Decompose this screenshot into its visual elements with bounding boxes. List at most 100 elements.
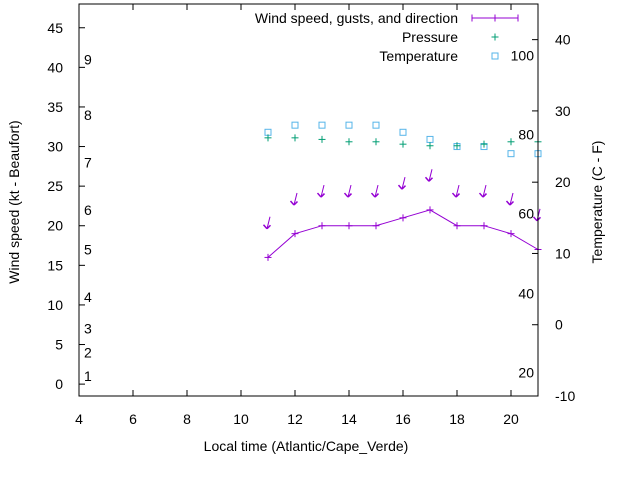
x-tick-label: 4 [75, 411, 83, 427]
x-tick-label: 12 [287, 411, 303, 427]
axes [78, 3, 539, 397]
beaufort-label: 7 [84, 154, 92, 170]
y-tick-label: 10 [47, 297, 63, 313]
gust-head [370, 192, 380, 198]
legend-samples [471, 14, 519, 60]
wind-gust-arrow [424, 169, 434, 182]
plot-marks [262, 121, 542, 261]
wind-speed-point [507, 230, 515, 238]
y2-tick-label: 30 [555, 103, 571, 119]
wind-gust-arrow [370, 184, 380, 198]
x-tick-label: 20 [503, 411, 519, 427]
gust-shaft [320, 184, 325, 198]
wind-speed-point [291, 230, 299, 238]
beaufort-label: 3 [84, 321, 92, 337]
fahrenheit-label: 60 [518, 206, 534, 222]
y-tick-label: 25 [47, 178, 63, 194]
x-tick-label: 14 [341, 411, 357, 427]
gust-shaft [455, 184, 460, 198]
legend-pressure-sample [491, 33, 499, 41]
wind-speed-point [399, 214, 407, 222]
wind-gust-arrow [505, 192, 515, 206]
gust-shaft [401, 177, 406, 190]
y2-axis-label: Temperature (C - F) [589, 141, 605, 264]
y2-tick-label: -10 [555, 388, 575, 404]
y-tick-label: 5 [55, 337, 63, 353]
wind-speed-point [345, 222, 353, 230]
gust-shaft [482, 184, 487, 198]
gust-head [262, 224, 272, 230]
y2-tick-label: 20 [555, 174, 571, 190]
beaufort-label: 8 [84, 107, 92, 123]
pressure-point [426, 142, 434, 150]
beaufort-label: 1 [84, 368, 92, 384]
pressure-point [480, 140, 488, 148]
beaufort-label: 6 [84, 202, 92, 218]
gust-head [424, 176, 434, 182]
gust-head [289, 200, 299, 206]
temperature-point [345, 121, 353, 129]
legend-wind-sample-point [491, 14, 499, 22]
x-tick-label: 18 [449, 411, 465, 427]
wind-gust-arrow [343, 184, 353, 198]
y-tick-label: 45 [47, 20, 63, 36]
gust-shaft [266, 216, 271, 229]
legend-temperature-sample [491, 52, 499, 60]
plot-frame [78, 3, 539, 397]
y2-tick-label: 40 [555, 32, 571, 48]
temperature-point [318, 121, 326, 129]
pressure-point [453, 142, 461, 150]
x-tick-label: 6 [129, 411, 137, 427]
legend-temperature-label: Temperature [379, 48, 458, 64]
gust-shaft [428, 169, 433, 182]
wind-gust-arrow [451, 184, 461, 198]
wind-gust-arrow [478, 184, 488, 198]
y-tick-label: 0 [55, 376, 63, 392]
wind-gust-arrow [289, 192, 299, 206]
wind-speed-point [372, 222, 380, 230]
fahrenheit-label: 40 [518, 285, 534, 301]
pressure-point [345, 138, 353, 146]
beaufort-label: 4 [84, 289, 92, 305]
y2-tick-label: 0 [555, 317, 563, 333]
gust-shaft [293, 192, 298, 206]
y-tick-label: 30 [47, 139, 63, 155]
wind-speed-point [480, 222, 488, 230]
x-tick-label: 10 [233, 411, 249, 427]
wind-gust-arrow [397, 177, 407, 190]
wind-speed-point [453, 222, 461, 230]
gust-head [505, 200, 515, 206]
pressure-point [264, 134, 272, 142]
gust-shaft [509, 192, 514, 206]
y-tick-label: 40 [47, 59, 63, 75]
temperature-point [507, 150, 515, 158]
wind-speed-point [318, 222, 326, 230]
x-tick-label: 16 [395, 411, 411, 427]
wind-speed-point [264, 253, 272, 261]
pressure-point [318, 135, 326, 143]
gust-head [397, 184, 407, 190]
tick-labels: 4 6 8 10 12 14 16 18 20051015202530354045-100102… [47, 20, 575, 427]
fahrenheit-label: 80 [518, 126, 534, 142]
legend: Wind speed, gusts, and direction Pressur… [255, 10, 519, 64]
y-tick-label: 20 [47, 218, 63, 234]
gust-shaft [374, 184, 379, 198]
wind-gust-arrow [262, 216, 272, 230]
x-tick-label: 8 [183, 411, 191, 427]
y-tick-label: 35 [47, 99, 63, 115]
gust-head [478, 192, 488, 198]
x-axis-label: Local time (Atlantic/Cape_Verde) [204, 438, 409, 454]
temperature-point [291, 121, 299, 129]
pressure-point [291, 134, 299, 142]
gust-head [451, 192, 461, 198]
temperature-point [399, 128, 407, 136]
y2-tick-label: 10 [555, 245, 571, 261]
wind-speed-point [426, 206, 434, 214]
fahrenheit-label: 100 [511, 47, 535, 63]
beaufort-label: 2 [84, 344, 92, 360]
gust-head [343, 192, 353, 198]
beaufort-label: 9 [84, 51, 92, 67]
fahrenheit-label: 20 [518, 364, 534, 380]
